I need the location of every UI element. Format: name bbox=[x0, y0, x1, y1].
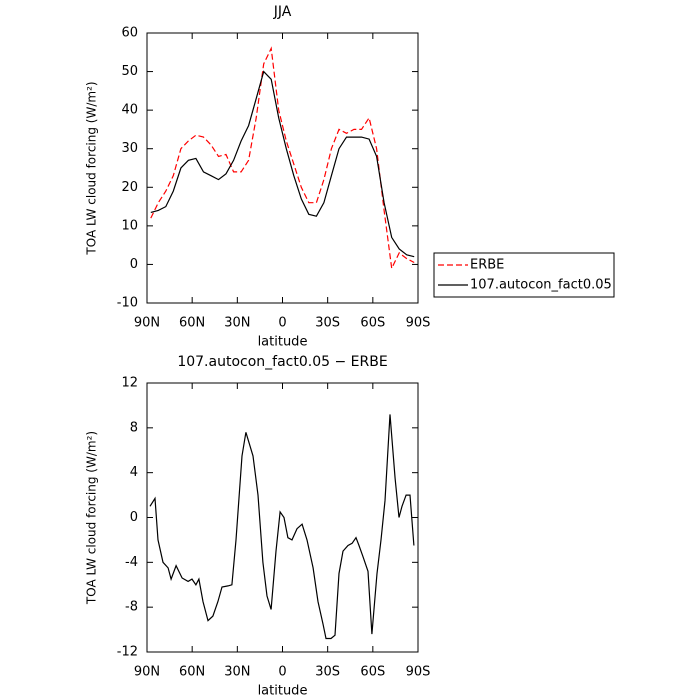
x-tick-label: 60N bbox=[179, 665, 205, 680]
x-tick-label: 0 bbox=[278, 665, 286, 680]
y-tick-label: 50 bbox=[121, 64, 138, 79]
x-tick-label: 0 bbox=[278, 316, 286, 331]
y-tick-label: -4 bbox=[125, 555, 138, 570]
data-line bbox=[150, 46, 415, 271]
legend-box bbox=[433, 252, 615, 298]
chart-title: 107.autocon_fact0.05 − ERBE bbox=[177, 354, 387, 370]
y-tick-label: 40 bbox=[121, 103, 138, 118]
y-axis-label: TOA LW cloud forcing (W/m²) bbox=[85, 81, 99, 255]
legend-label: 107.autocon_fact0.05 bbox=[470, 278, 612, 293]
data-line bbox=[150, 70, 415, 258]
y-tick-label: 12 bbox=[121, 376, 138, 391]
x-tick-label: 60N bbox=[179, 316, 205, 331]
plot-frame bbox=[146, 32, 419, 304]
y-tick-label: 8 bbox=[130, 420, 138, 435]
y-tick-label: 10 bbox=[121, 218, 138, 233]
y-tick-label: -10 bbox=[117, 296, 138, 311]
plot-frame bbox=[146, 382, 419, 653]
y-tick-label: 0 bbox=[130, 510, 138, 525]
y-tick-label: 60 bbox=[121, 26, 138, 41]
legend-label: ERBE bbox=[470, 258, 504, 273]
x-tick-label: 30S bbox=[315, 316, 340, 331]
y-tick-label: 20 bbox=[121, 180, 138, 195]
y-axis-label: TOA LW cloud forcing (W/m²) bbox=[85, 431, 99, 605]
y-tick-label: -8 bbox=[125, 600, 138, 615]
x-axis-label: latitude bbox=[258, 684, 308, 699]
x-axis-label: latitude bbox=[258, 335, 308, 350]
x-tick-label: 30S bbox=[315, 665, 340, 680]
chart-title: JJA bbox=[273, 4, 292, 20]
x-tick-label: 90N bbox=[134, 316, 160, 331]
x-tick-label: 60S bbox=[360, 316, 385, 331]
y-tick-label: -12 bbox=[117, 645, 138, 660]
x-tick-label: 90S bbox=[406, 316, 431, 331]
y-tick-label: 4 bbox=[130, 465, 138, 480]
x-tick-label: 30N bbox=[224, 316, 250, 331]
x-tick-label: 60S bbox=[360, 665, 385, 680]
x-tick-label: 90N bbox=[134, 665, 160, 680]
x-tick-label: 30N bbox=[224, 665, 250, 680]
y-tick-label: 30 bbox=[121, 141, 138, 156]
x-tick-label: 90S bbox=[406, 665, 431, 680]
data-line bbox=[149, 414, 415, 640]
y-tick-label: 0 bbox=[130, 257, 138, 272]
